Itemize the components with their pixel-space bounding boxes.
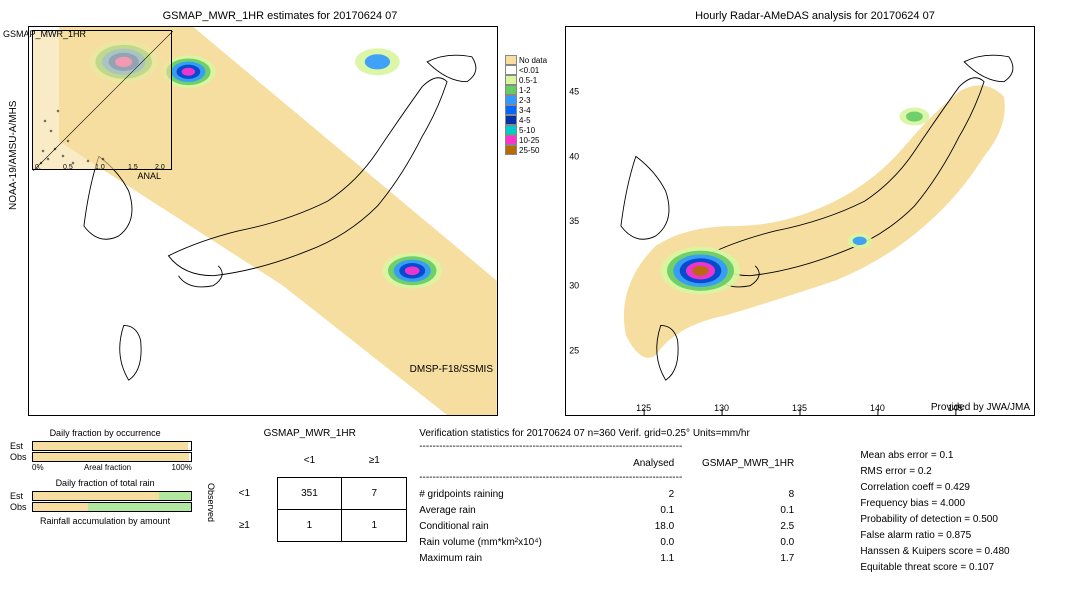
legend-item: 5-10: [505, 125, 553, 135]
legend-item: 0.5-1: [505, 75, 553, 85]
legend-item: 4-5: [505, 115, 553, 125]
occurrence-title: Daily fraction by occurrence: [10, 428, 200, 438]
legend-item: 25-50: [505, 145, 553, 155]
observed-side-label: Observed: [206, 483, 216, 522]
ct-cell: 1: [277, 509, 342, 541]
est-label: Est: [10, 441, 32, 451]
right-map-panel: Hourly Radar-AMeDAS analysis for 2017062…: [565, 10, 1065, 420]
totalrain-title: Daily fraction of total rain: [10, 478, 200, 488]
ct-cell: 1: [342, 509, 407, 541]
left-sensor-label: NOAA-19/AMSU-A/MHS: [8, 101, 19, 210]
figure-root: GSMAP_MWR_1HR estimates for 20170624 07 …: [0, 0, 1080, 612]
right-map-title: Hourly Radar-AMeDAS analysis for 2017062…: [565, 10, 1065, 22]
ct-cell: 351: [277, 477, 342, 509]
score-row: False alarm ratio = 0.875: [860, 528, 1070, 544]
right-map-svg: 125130135140145 2530354045: [566, 27, 1034, 415]
left-map-frame: GSMAP_MWR_1HR 0.0.51.01.52.0: [28, 26, 498, 416]
satellite-label: DMSP-F18/SSMIS: [410, 364, 493, 375]
svg-text:2.0: 2.0: [155, 164, 165, 171]
stats-col-headers: Analysed GSMAP_MWR_1HR: [419, 456, 848, 472]
legend-item: <0.01: [505, 65, 553, 75]
stats-row: Average rain0.10.1: [419, 503, 848, 519]
occurrence-bars: Daily fraction by occurrence Est Obs 0%A…: [10, 428, 200, 472]
obs-occ-bar: [32, 452, 192, 462]
score-row: Correlation coeff = 0.429: [860, 480, 1070, 496]
obs-rain-bar: [32, 502, 192, 512]
right-map-frame: 125130135140145 2530354045 Provided by J…: [565, 26, 1035, 416]
ct-cell: 7: [342, 477, 407, 509]
svg-text:35: 35: [569, 216, 579, 226]
maps-row: GSMAP_MWR_1HR estimates for 20170624 07 …: [0, 0, 1080, 420]
score-row: Frequency bias = 4.000: [860, 496, 1070, 512]
stats-divider: ----------------------------------------…: [419, 441, 848, 452]
skill-scores: Mean abs error = 0.1RMS error = 0.2Corre…: [860, 428, 1070, 595]
svg-text:1.0: 1.0: [95, 164, 105, 171]
contingency-table: GSMAP_MWR_1HR Observed <1≥1 <13517 ≥111: [212, 428, 407, 595]
legend-item: 3-4: [505, 105, 553, 115]
inset-x-label: ANAL: [137, 171, 161, 181]
svg-text:40: 40: [569, 151, 579, 161]
est-rain-bar: [32, 491, 192, 501]
stats-row: Daily fraction by occurrence Est Obs 0%A…: [0, 420, 1080, 595]
stats-row: # gridpoints raining28: [419, 487, 848, 503]
svg-text:45: 45: [569, 87, 579, 97]
inset-scatterplot: GSMAP_MWR_1HR 0.0.51.01.52.0: [32, 30, 172, 170]
svg-text:0.5: 0.5: [63, 164, 73, 171]
stats-row: Rain volume (mm*km²x10⁴)0.00.0: [419, 535, 848, 551]
stats-row: Maximum rain1.11.7: [419, 551, 848, 567]
verification-stats: Verification statistics for 20170624 07 …: [419, 428, 848, 595]
svg-text:25: 25: [569, 345, 579, 355]
inset-svg: 0. 0.5 1.0 1.5 2.0: [33, 31, 173, 171]
contingency-model-label: GSMAP_MWR_1HR: [212, 428, 407, 439]
colorbar-legend: No data<0.010.5-11-22-33-44-55-1010-2525…: [505, 55, 553, 155]
score-row: Probability of detection = 0.500: [860, 512, 1070, 528]
legend-item: 10-25: [505, 135, 553, 145]
score-row: Hanssen & Kuipers score = 0.480: [860, 544, 1070, 560]
svg-text:30: 30: [569, 281, 579, 291]
left-map-panel: GSMAP_MWR_1HR estimates for 20170624 07 …: [10, 10, 550, 420]
inset-y-label: GSMAP_MWR_1HR: [3, 29, 86, 39]
stats-header: Verification statistics for 20170624 07 …: [419, 428, 848, 439]
svg-text:1.5: 1.5: [128, 164, 138, 171]
legend-item: 1-2: [505, 85, 553, 95]
stats-row: Conditional rain18.02.5: [419, 519, 848, 535]
bar-charts: Daily fraction by occurrence Est Obs 0%A…: [10, 428, 200, 595]
score-row: Equitable threat score = 0.107: [860, 560, 1070, 576]
provider-label: Provided by JWA/JMA: [931, 402, 1030, 413]
legend-item: No data: [505, 55, 553, 65]
rainfall-accum-label: Rainfall accumulation by amount: [10, 516, 200, 526]
contingency-grid: <1≥1 <13517 ≥111: [212, 445, 407, 542]
obs-label: Obs: [10, 452, 32, 462]
score-row: Mean abs error = 0.1: [860, 448, 1070, 464]
totalrain-bars: Daily fraction of total rain Est Obs Rai…: [10, 478, 200, 526]
left-map-title: GSMAP_MWR_1HR estimates for 20170624 07: [10, 10, 550, 22]
est-occ-bar: [32, 441, 192, 451]
stats-divider: ----------------------------------------…: [419, 472, 848, 483]
legend-item: 2-3: [505, 95, 553, 105]
score-row: RMS error = 0.2: [860, 464, 1070, 480]
svg-text:0.: 0.: [35, 164, 41, 171]
